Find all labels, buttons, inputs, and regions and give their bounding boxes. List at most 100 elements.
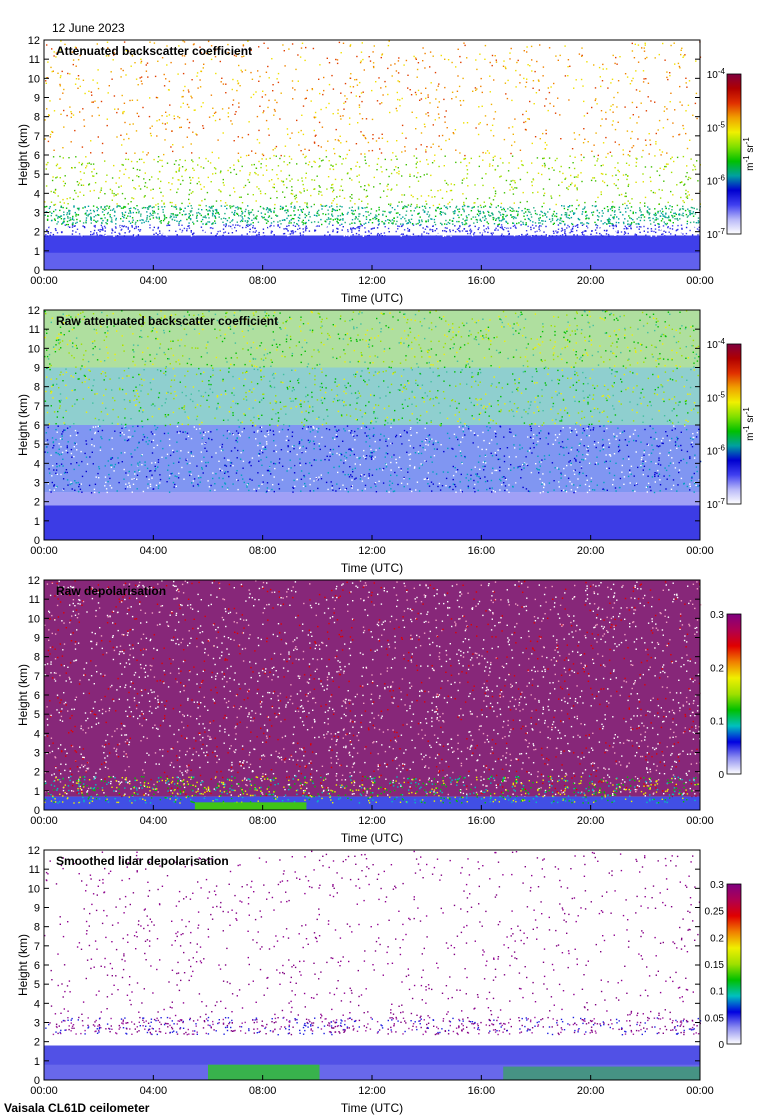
heatmap-speckle <box>280 223 282 225</box>
heatmap-speckle <box>288 224 290 227</box>
heatmap-speckle <box>426 213 428 215</box>
heatmap-speckle <box>181 202 183 205</box>
heatmap-speckle <box>455 205 458 208</box>
heatmap-speckle <box>116 205 119 207</box>
heatmap-speckle <box>507 170 510 172</box>
heatmap-speckle <box>509 209 511 212</box>
heatmap-speckle <box>529 447 531 449</box>
heatmap-speckle <box>202 102 204 104</box>
heatmap-speckle <box>326 455 328 457</box>
heatmap-speckle <box>290 206 292 208</box>
heatmap-speckle <box>537 79 540 81</box>
heatmap-speckle <box>65 207 68 209</box>
heatmap-speckle <box>143 161 145 164</box>
heatmap-speckle <box>119 225 122 227</box>
heatmap-speckle <box>686 172 688 174</box>
heatmap-speckle <box>173 486 175 488</box>
heatmap-speckle <box>682 458 685 460</box>
heatmap-speckle <box>541 459 543 461</box>
heatmap-speckle <box>292 232 294 235</box>
heatmap-speckle <box>351 229 353 231</box>
y-tick-label: 10 <box>28 73 40 85</box>
heatmap-speckle <box>169 474 171 477</box>
heatmap-speckle <box>461 436 464 439</box>
heatmap-speckle <box>166 235 168 237</box>
heatmap-speckle <box>241 165 243 168</box>
heatmap-speckle <box>454 485 457 488</box>
heatmap-speckle <box>577 226 579 228</box>
heatmap-speckle <box>526 214 528 217</box>
heatmap-speckle <box>378 77 380 79</box>
heatmap-speckle <box>144 461 146 463</box>
heatmap-speckle <box>451 198 453 201</box>
heatmap-speckle <box>99 225 102 228</box>
heatmap-speckle <box>430 234 432 236</box>
heatmap-speckle <box>337 109 339 111</box>
heatmap-speckle <box>401 175 403 177</box>
heatmap-speckle <box>113 229 116 231</box>
heatmap-speckle <box>362 91 364 93</box>
heatmap-speckle <box>215 209 218 212</box>
heatmap-speckle <box>124 230 126 232</box>
heatmap-speckle <box>418 212 420 214</box>
heatmap-speckle <box>212 107 214 109</box>
heatmap-speckle <box>51 131 54 133</box>
heatmap-speckle <box>75 213 77 215</box>
heatmap-speckle <box>350 73 352 75</box>
heatmap-speckle <box>457 438 459 441</box>
heatmap-speckle <box>543 194 545 197</box>
heatmap-speckle <box>571 204 573 207</box>
heatmap-speckle <box>347 491 349 493</box>
heatmap-speckle <box>594 201 597 203</box>
heatmap-speckle <box>72 59 75 61</box>
heatmap-speckle <box>407 204 410 206</box>
heatmap-speckle <box>296 453 298 456</box>
heatmap-speckle <box>660 154 662 156</box>
heatmap-speckle <box>400 235 402 237</box>
heatmap-speckle <box>131 99 134 101</box>
heatmap-speckle <box>175 160 177 162</box>
heatmap-speckle <box>361 230 363 233</box>
heatmap-speckle <box>236 89 238 92</box>
heatmap-speckle <box>82 233 84 236</box>
heatmap-speckle <box>335 163 337 166</box>
heatmap-speckle <box>432 143 434 145</box>
heatmap-speckle <box>475 127 477 129</box>
heatmap-speckle <box>689 210 692 212</box>
heatmap-speckle <box>237 82 239 85</box>
colorbar-tick-label: 10-5 <box>707 120 726 135</box>
heatmap-speckle <box>212 173 214 175</box>
heatmap-speckle <box>615 490 617 492</box>
heatmap-speckle <box>403 476 405 479</box>
heatmap-speckle <box>198 181 200 183</box>
heatmap-speckle <box>44 201 46 203</box>
heatmap-speckle <box>258 485 260 487</box>
heatmap-speckle <box>433 221 436 223</box>
heatmap-speckle <box>426 225 428 228</box>
heatmap-speckle <box>131 197 133 199</box>
heatmap-speckle <box>523 215 525 217</box>
heatmap-speckle <box>53 51 55 53</box>
heatmap-speckle <box>69 210 71 212</box>
heatmap-speckle <box>166 64 168 66</box>
heatmap-speckle <box>567 188 569 191</box>
heatmap-speckle <box>328 160 330 162</box>
heatmap-speckle <box>373 66 375 69</box>
heatmap-speckle <box>113 95 116 97</box>
heatmap-speckle <box>181 55 184 57</box>
heatmap-speckle <box>522 223 524 225</box>
heatmap-speckle <box>524 86 527 88</box>
heatmap-speckle <box>458 229 460 232</box>
heatmap-speckle <box>75 222 77 224</box>
heatmap-speckle <box>557 97 559 99</box>
heatmap-speckle <box>360 51 363 53</box>
heatmap-speckle <box>162 209 164 211</box>
heatmap-speckle <box>57 425 59 427</box>
heatmap-speckle <box>287 445 289 448</box>
heatmap-speckle <box>390 159 393 161</box>
heatmap-speckle <box>188 127 190 129</box>
heatmap-speckle <box>146 211 148 213</box>
heatmap-speckle <box>583 223 585 225</box>
heatmap-speckle <box>418 206 421 209</box>
heatmap-speckle <box>101 221 103 224</box>
